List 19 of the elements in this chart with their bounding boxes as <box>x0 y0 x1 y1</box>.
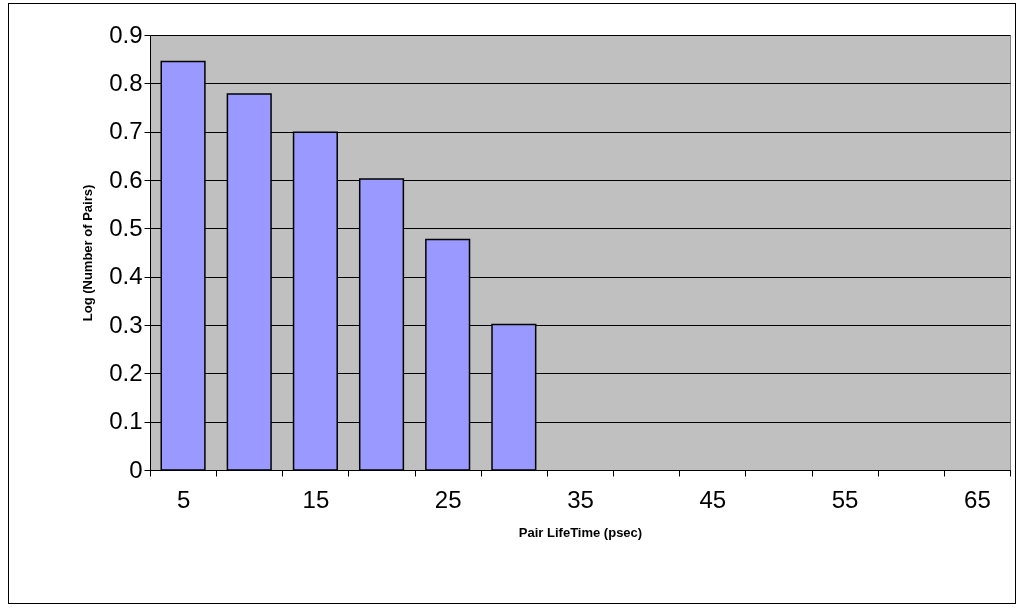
y-tick-label: 0.7 <box>109 117 143 145</box>
x-tick-label: 25 <box>434 485 462 513</box>
y-tick-label: 0.6 <box>109 165 143 193</box>
y-tick-label: 0.9 <box>109 20 143 48</box>
x-tick-label: 5 <box>176 485 191 513</box>
y-tick-label: 0.1 <box>109 407 143 435</box>
x-tick-label: 65 <box>964 485 991 513</box>
x-tick-label: 15 <box>302 485 330 513</box>
x-axis-title: Pair LifeTime (psec) <box>518 524 643 540</box>
y-tick-label: 0.2 <box>109 358 143 386</box>
y-tick-label: 0.8 <box>109 68 143 96</box>
x-tick-label: 45 <box>699 485 727 513</box>
y-axis-title: Log (Number of Pairs) <box>80 184 96 322</box>
x-tick-label: 55 <box>831 485 859 513</box>
y-tick-label: 0.4 <box>109 262 143 290</box>
y-tick-label: 0 <box>129 455 143 483</box>
y-tick-label: 0.3 <box>109 310 143 338</box>
y-tick-label: 0.5 <box>109 213 143 241</box>
x-tick-label: 35 <box>567 485 594 513</box>
